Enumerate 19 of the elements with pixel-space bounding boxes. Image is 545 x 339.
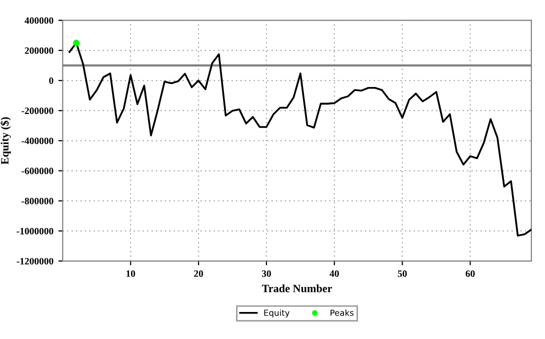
y-tick-label: -800000 xyxy=(22,198,54,204)
y-tick-label: 0 xyxy=(49,77,54,84)
y-tick-label: 400000 xyxy=(24,17,54,24)
legend-label: Peaks xyxy=(330,309,354,316)
y-tick-label: -1200000 xyxy=(16,258,54,264)
x-tick-label: 20 xyxy=(194,270,204,277)
y-tick-label: -1000000 xyxy=(16,228,54,234)
x-tick-label: 30 xyxy=(262,270,271,277)
y-tick-label: 200000 xyxy=(24,47,54,54)
legend-label: Equity xyxy=(264,309,290,318)
x-tick-label: 40 xyxy=(330,270,339,277)
y-tick-label: -600000 xyxy=(22,168,54,174)
y-axis-title: Equity ($) xyxy=(0,117,11,164)
x-axis-title: Trade Number xyxy=(262,284,332,292)
x-tick-label: 60 xyxy=(466,270,475,277)
x-tick-label: 10 xyxy=(126,270,136,277)
y-tick-label: -400000 xyxy=(22,138,54,144)
x-tick-label: 50 xyxy=(398,270,407,277)
y-tick-label: -200000 xyxy=(22,108,54,114)
